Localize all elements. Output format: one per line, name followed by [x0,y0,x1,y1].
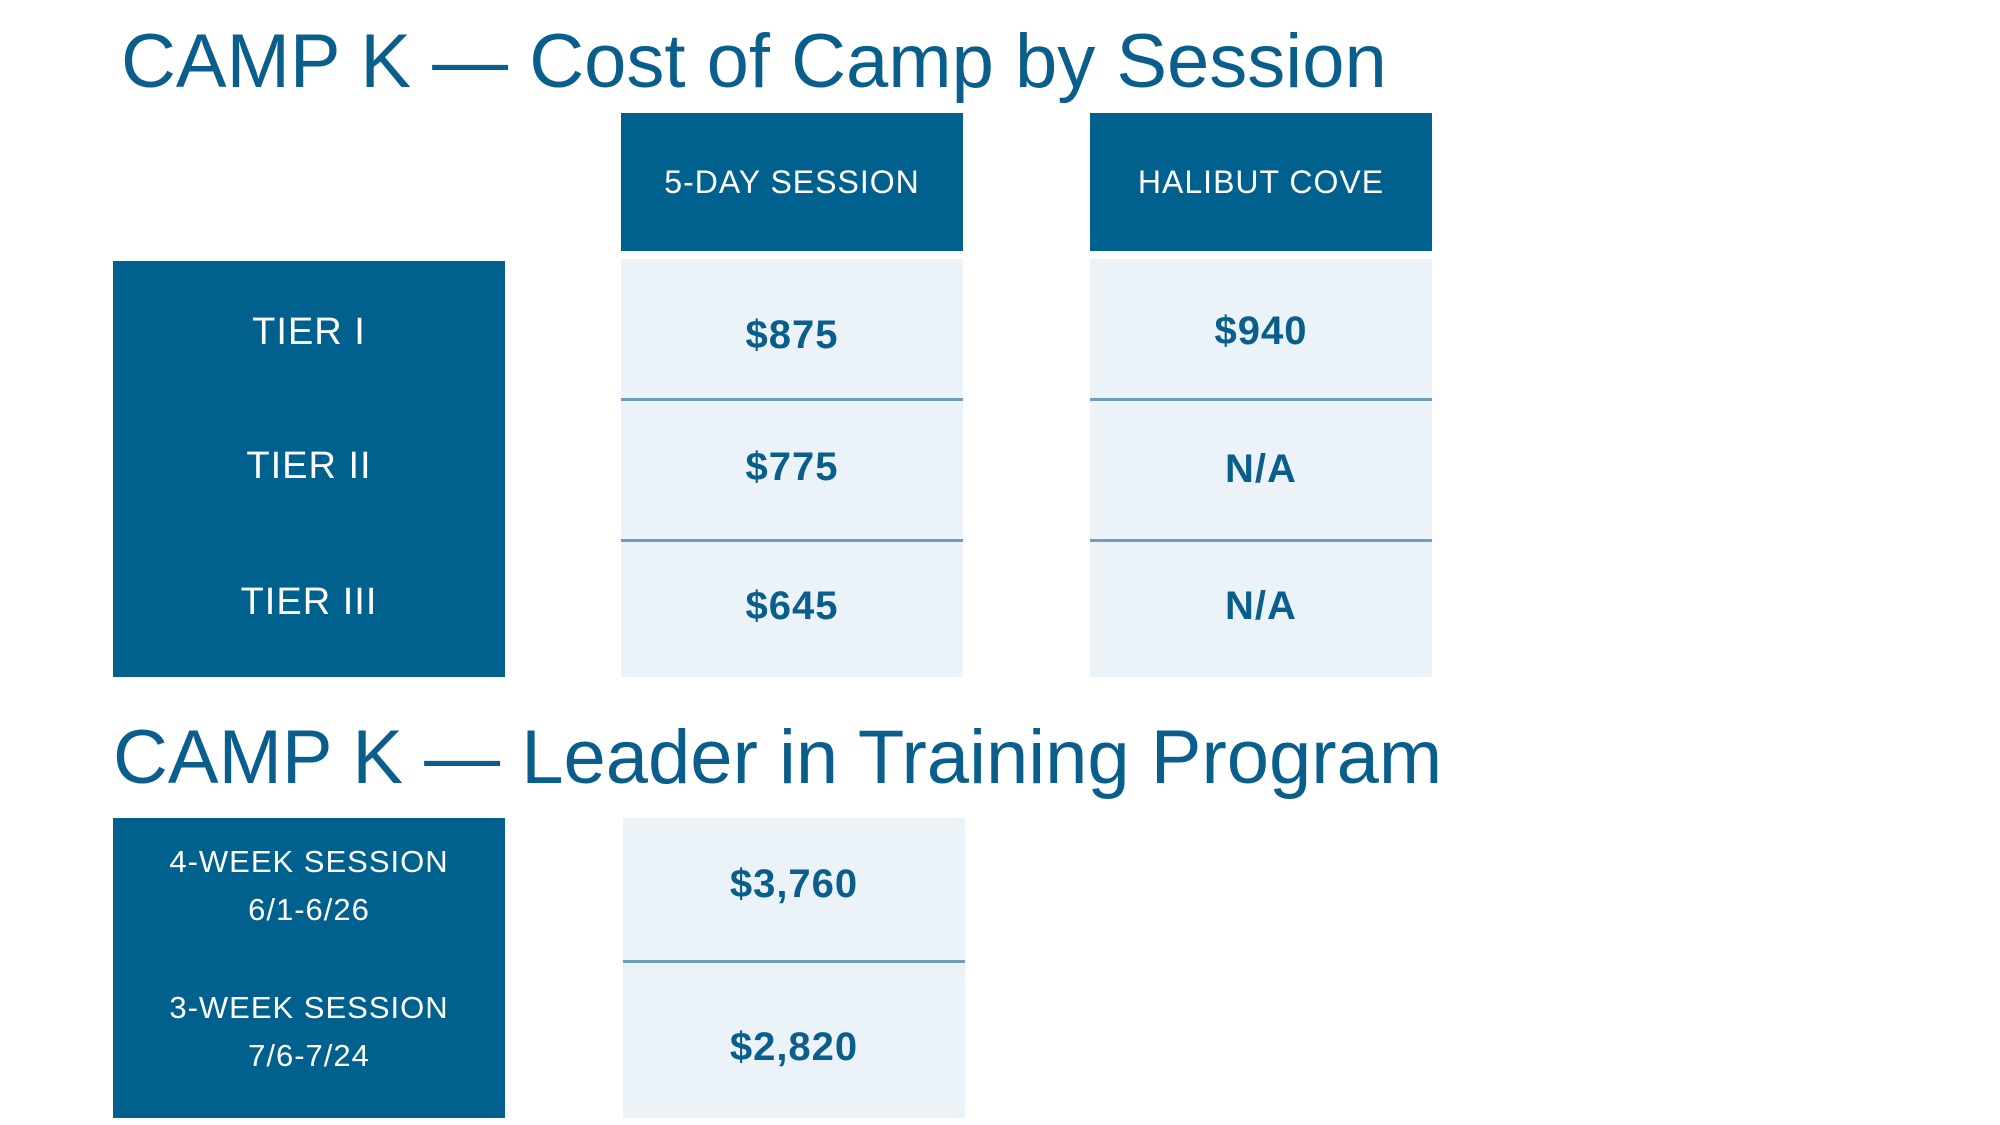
lit-session-label-2: 3-WEEK SESSION 7/6-7/24 [113,984,505,1080]
lit-session-name: 3-WEEK SESSION [169,990,449,1025]
lit-session-dates: 6/1-6/26 [248,892,370,927]
value-tier-2-halibut-cove: N/A [1225,447,1297,491]
row-divider [621,398,963,401]
value-tier-3-five-day: $645 [745,584,839,628]
lit-session-name: 4-WEEK SESSION [169,844,449,879]
column-header-label: 5-DAY SESSION [664,163,920,200]
lit-session-labels-block: 4-WEEK SESSION 6/1-6/26 3-WEEK SESSION 7… [113,818,505,1118]
lit-session-dates: 7/6-7/24 [248,1038,370,1073]
tier-label-1: TIER I [252,311,366,353]
value-lit-4-week: $3,760 [729,862,859,906]
lit-section-title: CAMP K — Leader in Training Program [113,715,1443,800]
value-tier-3-halibut-cove: N/A [1225,584,1297,628]
row-divider [621,539,963,542]
column-header-5-day-session: 5-DAY SESSION [621,113,963,251]
lit-session-label-1: 4-WEEK SESSION 6/1-6/26 [113,838,505,934]
row-divider [1090,398,1432,401]
five-day-values-column: $875 $775 $645 [621,259,963,677]
row-divider [623,960,965,963]
tier-labels-block: TIER I TIER II TIER III [113,261,505,677]
halibut-cove-values-column: $940 N/A N/A [1090,259,1432,677]
column-header-label: HALIBUT COVE [1137,163,1385,200]
value-tier-1-halibut-cove: $940 [1214,309,1308,353]
tier-label-3: TIER III [240,581,378,623]
tier-label-2: TIER II [246,445,372,487]
value-lit-3-week: $2,820 [729,1025,859,1069]
value-tier-1-five-day: $875 [745,313,839,357]
column-header-halibut-cove: HALIBUT COVE [1090,113,1432,251]
cost-section-title: CAMP K — Cost of Camp by Session [121,19,1387,104]
value-tier-2-five-day: $775 [745,445,839,489]
row-divider [1090,539,1432,542]
lit-values-column: $3,760 $2,820 [623,818,965,1118]
